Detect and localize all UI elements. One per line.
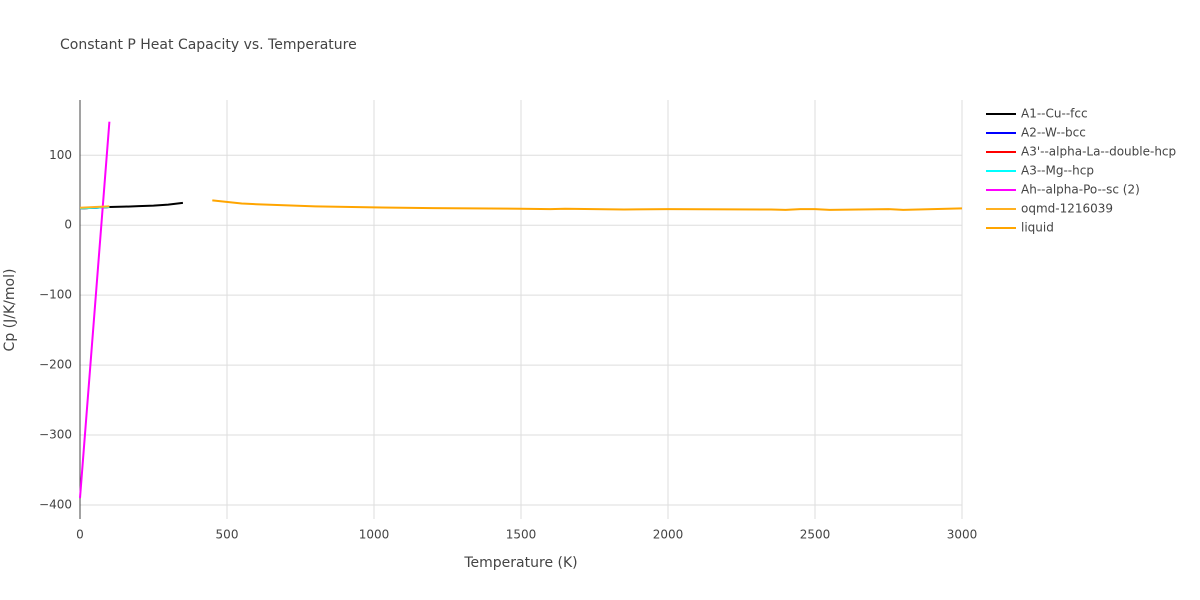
x-tick-label: 2000 xyxy=(653,528,684,542)
legend-label: A2--W--bcc xyxy=(1021,126,1086,140)
x-tick-label: 500 xyxy=(216,528,239,542)
x-tick-label: 3000 xyxy=(947,528,978,542)
x-tick-label: 1500 xyxy=(506,528,537,542)
y-tick-label: 100 xyxy=(49,148,72,162)
series-line xyxy=(79,121,111,499)
y-tick-label: −300 xyxy=(39,428,72,442)
legend-label: liquid xyxy=(1021,221,1054,235)
x-tick-label: 0 xyxy=(76,528,84,542)
legend-label: A3'--alpha-La--double-hcp xyxy=(1021,145,1176,159)
y-tick-label: −200 xyxy=(39,358,72,372)
legend-label: A1--Cu--fcc xyxy=(1021,107,1088,121)
legend-label: Ah--alpha-Po--sc (2) xyxy=(1021,183,1140,197)
legend-label: A3--Mg--hcp xyxy=(1021,164,1094,178)
y-axis-title: Cp (J/K/mol) xyxy=(2,269,18,352)
series-line xyxy=(212,199,963,211)
x-axis-title: Temperature (K) xyxy=(463,555,577,571)
series-line xyxy=(79,205,110,209)
legend-label: oqmd-1216039 xyxy=(1021,202,1113,216)
x-tick-label: 1000 xyxy=(359,528,390,542)
y-tick-label: −400 xyxy=(39,498,72,512)
y-tick-label: 0 xyxy=(64,218,72,232)
chart-title: Constant P Heat Capacity vs. Temperature xyxy=(60,37,357,53)
x-tick-label: 2500 xyxy=(800,528,831,542)
y-tick-label: −100 xyxy=(39,288,72,302)
